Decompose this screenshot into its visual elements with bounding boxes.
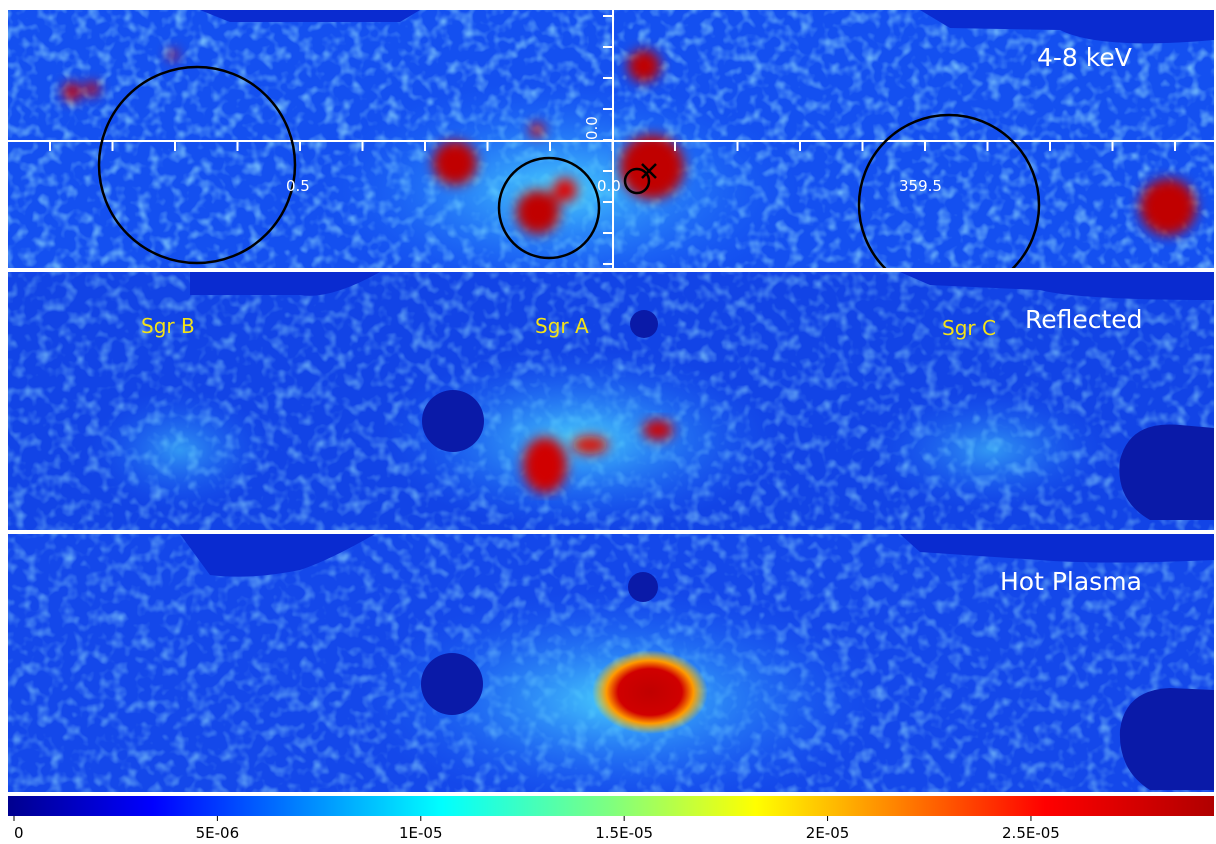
coordinate-label: 0.0 [583,116,601,140]
panel-label: Hot Plasma [1000,567,1142,596]
coordinate-label: 0.0 [597,177,621,195]
panel-label: 4-8 keV [1037,43,1132,72]
panel-image: Sgr B Sgr A Sgr C Reflected [8,272,1214,530]
region-label: Sgr C [942,316,996,340]
colorbar-tick-label: 2E-05 [806,824,850,842]
colorbar-tick-label: 2.5E-05 [1002,824,1060,842]
panel-image: Hot Plasma [8,534,1214,792]
colorbar-tick-label: 0 [14,824,24,842]
coordinate-label: 359.5 [899,177,942,195]
region-label: Sgr B [141,314,195,338]
coordinate-label: 0.5 [286,177,310,195]
panel-label: Reflected [1025,305,1143,334]
panel-image: 0.5 0.0 359.5 0.0 4-8 keV [8,10,1214,268]
region-label: Sgr A [535,314,589,338]
colorbar-tick-label: 1E-05 [399,824,443,842]
colorbar-tick-label: 5E-06 [196,824,240,842]
colorbar [8,796,1214,816]
colorbar-tick-label: 1.5E-05 [595,824,653,842]
